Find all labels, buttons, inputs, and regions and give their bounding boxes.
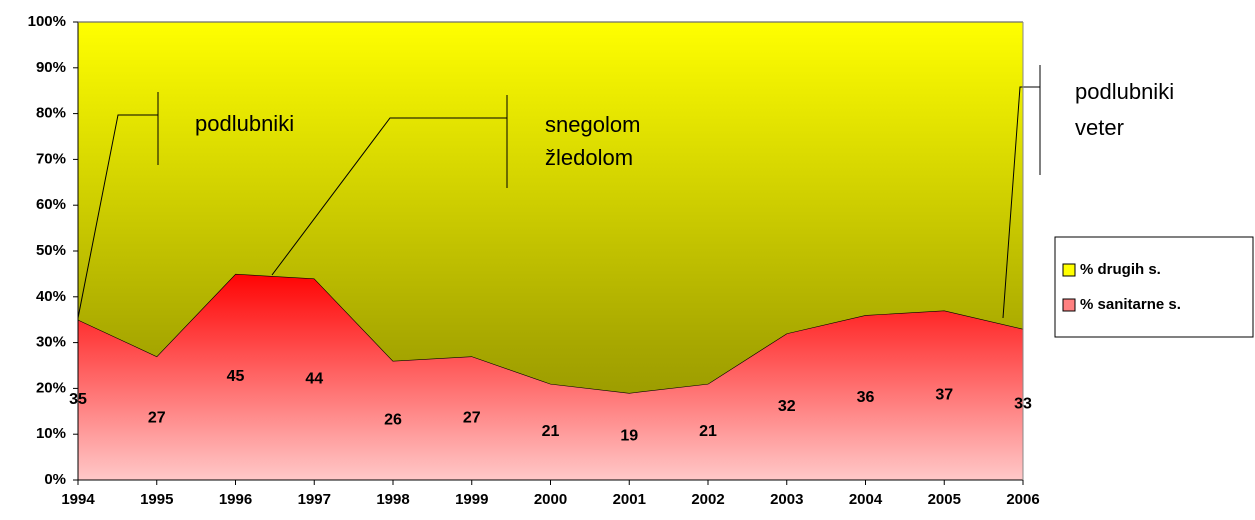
data-label: 19 bbox=[620, 428, 638, 445]
callout-line bbox=[77, 114, 158, 319]
x-tick-label: 1998 bbox=[376, 491, 409, 508]
x-tick-label: 1999 bbox=[455, 491, 488, 508]
annotation: veter bbox=[1075, 115, 1124, 140]
y-tick-label: 70% bbox=[36, 150, 66, 167]
x-tick-label: 2003 bbox=[770, 491, 803, 508]
data-label: 26 bbox=[384, 412, 402, 429]
x-tick-label: 2002 bbox=[691, 491, 724, 508]
x-tick-label: 2006 bbox=[1006, 491, 1039, 508]
annotation: žledolom bbox=[545, 145, 633, 170]
x-tick-label: 1997 bbox=[298, 491, 331, 508]
x-tick-label: 1996 bbox=[219, 491, 252, 508]
area bbox=[78, 22, 1023, 393]
annotation: podlubniki bbox=[195, 111, 294, 136]
data-label: 32 bbox=[778, 398, 796, 415]
annotation: podlubniki bbox=[1075, 79, 1174, 104]
data-label: 44 bbox=[305, 370, 323, 387]
y-tick-label: 30% bbox=[36, 334, 66, 351]
data-label: 21 bbox=[699, 423, 717, 440]
x-tick-label: 2005 bbox=[928, 491, 961, 508]
callout-line bbox=[271, 117, 507, 276]
y-tick-label: 100% bbox=[28, 13, 66, 30]
annotation: snegolom bbox=[545, 112, 640, 137]
data-label: 45 bbox=[227, 368, 245, 385]
legend bbox=[1054, 236, 1254, 338]
x-tick-label: 2000 bbox=[534, 491, 567, 508]
y-tick-label: 40% bbox=[36, 288, 66, 305]
data-label: 21 bbox=[542, 423, 560, 440]
data-label: 37 bbox=[935, 386, 953, 403]
y-tick-label: 80% bbox=[36, 105, 66, 122]
data-label: 27 bbox=[148, 409, 166, 426]
area bbox=[78, 273, 1023, 480]
legend-swatch bbox=[1062, 263, 1076, 277]
x-tick-label: 1994 bbox=[61, 491, 95, 508]
legend-label: % drugih s. bbox=[1080, 261, 1161, 278]
x-tick-label: 1995 bbox=[140, 491, 173, 508]
x-tick-label: 2004 bbox=[849, 491, 883, 508]
y-tick-label: 10% bbox=[36, 425, 66, 442]
y-tick-label: 20% bbox=[36, 379, 66, 396]
callout-line bbox=[1002, 86, 1040, 319]
data-label: 27 bbox=[463, 409, 481, 426]
legend-label: % sanitarne s. bbox=[1080, 296, 1181, 313]
data-label: 36 bbox=[857, 389, 875, 406]
y-tick-label: 60% bbox=[36, 196, 66, 213]
y-tick-label: 90% bbox=[36, 59, 66, 76]
x-tick-label: 2001 bbox=[613, 491, 646, 508]
y-tick-label: 50% bbox=[36, 242, 66, 259]
callouts bbox=[77, 65, 1041, 319]
legend-swatch bbox=[1062, 298, 1076, 312]
y-tick-label: 0% bbox=[44, 471, 66, 488]
